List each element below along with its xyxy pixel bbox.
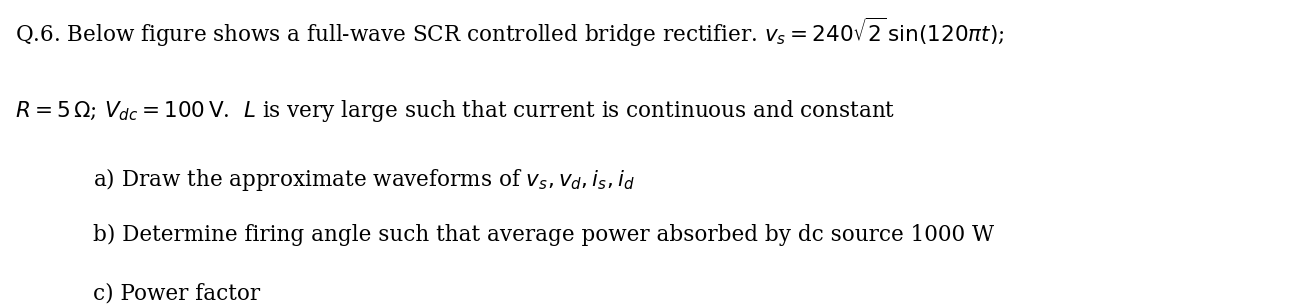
Text: b) Determine firing angle such that average power absorbed by dc source 1000 W: b) Determine firing angle such that aver… — [93, 224, 994, 246]
Text: Q.6. Below figure shows a full-wave SCR controlled bridge rectifier. $v_s = 240\: Q.6. Below figure shows a full-wave SCR … — [15, 15, 1005, 48]
Text: c) Power factor: c) Power factor — [93, 282, 260, 304]
Text: a) Draw the approximate waveforms of $v_s, v_d, i_s, i_d$: a) Draw the approximate waveforms of $v_… — [93, 166, 634, 193]
Text: $R = 5\,\Omega$; $V_{dc} = 100\,\mathrm{V}$.  $L$ is very large such that curren: $R = 5\,\Omega$; $V_{dc} = 100\,\mathrm{… — [15, 98, 896, 124]
